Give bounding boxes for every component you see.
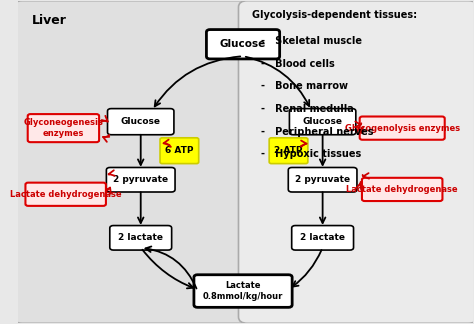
FancyBboxPatch shape [360,117,445,140]
Text: 6 ATP: 6 ATP [165,146,193,155]
FancyBboxPatch shape [108,109,174,135]
Text: 2 ATP: 2 ATP [274,146,303,155]
Text: Glycogenolysis enzymes: Glycogenolysis enzymes [345,124,460,133]
Text: Glucose: Glucose [302,117,343,126]
Text: Glyconeogenesis
enzymes: Glyconeogenesis enzymes [24,119,103,138]
FancyBboxPatch shape [110,226,172,250]
Text: Lactate dehydrogenase: Lactate dehydrogenase [346,185,458,194]
Text: Glucose: Glucose [220,39,266,49]
Text: 2 lactate: 2 lactate [300,233,345,242]
Text: -   Skeletal muscle: - Skeletal muscle [261,36,362,46]
Text: Lactate
0.8mmol/kg/hour: Lactate 0.8mmol/kg/hour [203,281,283,301]
FancyBboxPatch shape [269,138,308,164]
FancyBboxPatch shape [288,168,357,192]
Text: Liver: Liver [32,14,66,27]
Text: 2 lactate: 2 lactate [118,233,163,242]
Text: Lactate dehydrogenase: Lactate dehydrogenase [10,190,121,199]
FancyBboxPatch shape [27,114,99,142]
Text: Glycolysis-dependent tissues:: Glycolysis-dependent tissues: [252,10,417,20]
Text: -   Renal medulla: - Renal medulla [261,104,354,114]
FancyBboxPatch shape [292,226,354,250]
FancyBboxPatch shape [290,109,356,135]
FancyBboxPatch shape [362,178,442,201]
Text: Glucose: Glucose [121,117,161,126]
Text: -   Blood cells: - Blood cells [261,59,335,69]
FancyBboxPatch shape [13,1,252,323]
FancyBboxPatch shape [106,168,175,192]
FancyBboxPatch shape [194,275,292,307]
Text: -   Peripheral nerves: - Peripheral nerves [261,126,374,136]
Text: 2 pyruvate: 2 pyruvate [295,175,350,184]
Text: 2 pyruvate: 2 pyruvate [113,175,168,184]
FancyBboxPatch shape [26,183,106,206]
Text: -   Hypoxic tissues: - Hypoxic tissues [261,149,362,159]
FancyBboxPatch shape [160,138,199,164]
FancyBboxPatch shape [238,1,474,323]
Text: -   Bone marrow: - Bone marrow [261,81,348,91]
FancyBboxPatch shape [207,29,280,59]
